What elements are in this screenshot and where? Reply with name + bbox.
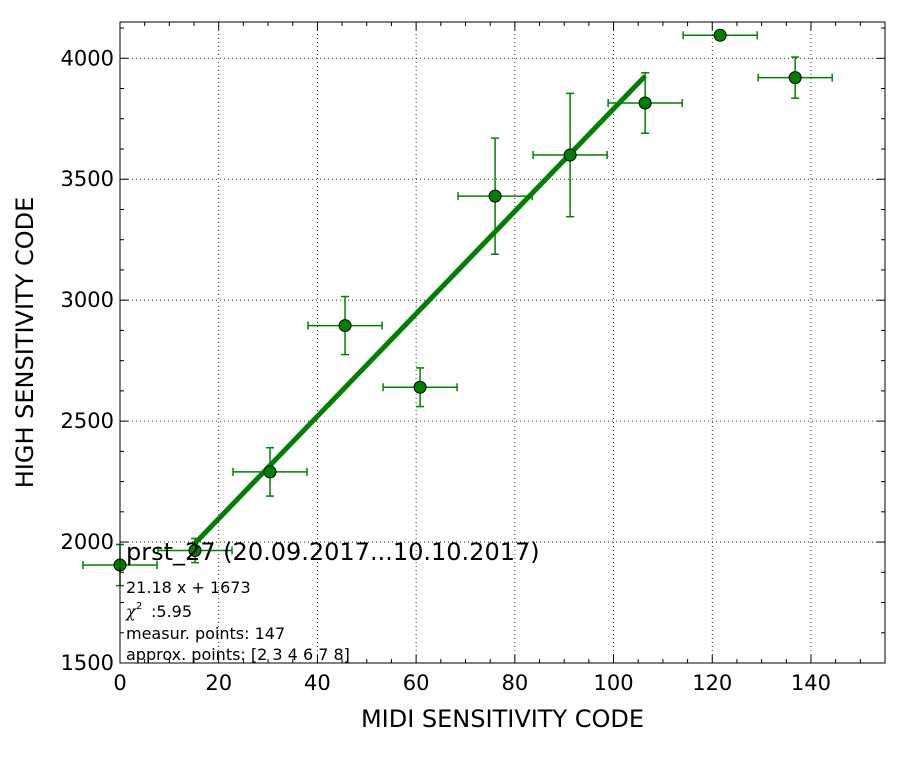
- y-tick-label: 4000: [61, 46, 114, 70]
- x-tick-label: 40: [304, 671, 331, 695]
- annotation-title: prst_27 (20.09.2017...10.10.2017): [126, 538, 540, 566]
- y-tick-label: 1500: [61, 651, 114, 675]
- x-tick-label: 140: [791, 671, 831, 695]
- data-point: [788, 71, 802, 85]
- y-tick-label: 3000: [61, 288, 114, 312]
- annotation-approx-points: approx. points: [2 3 4 6 7 8]: [126, 645, 350, 664]
- x-tick-label: 100: [594, 671, 634, 695]
- data-point: [263, 465, 277, 479]
- data-point: [713, 28, 727, 42]
- y-tick-label: 2500: [61, 409, 114, 433]
- y-tick-label: 2000: [61, 530, 114, 554]
- data-point: [338, 319, 352, 333]
- data-point: [488, 189, 502, 203]
- data-points: [113, 28, 802, 572]
- y-tick-label: 3500: [61, 167, 114, 191]
- x-tick-label: 80: [501, 671, 528, 695]
- data-point: [188, 544, 202, 558]
- tick-labels: 0 20 40 60 80 100 120 140 1500 2000 2500 3000 3500 40…: [61, 46, 831, 695]
- error-bars: [82, 31, 833, 587]
- annotation-measur-points: measur. points: 147: [126, 624, 285, 643]
- annotation-equation: 21.18 x + 1673: [126, 578, 251, 597]
- plot-frame: [119, 21, 886, 664]
- annotation-chi2-symbol: χ: [125, 602, 137, 621]
- fit-line-layer: [193, 74, 647, 546]
- data-point: [638, 96, 652, 110]
- x-tick-label: 0: [113, 671, 126, 695]
- grid: [119, 22, 885, 663]
- data-point: [563, 148, 577, 162]
- data-point: [413, 380, 427, 394]
- fit-line: [193, 74, 647, 546]
- x-tick-label: 60: [403, 671, 430, 695]
- annotation-chi2-exponent: 2: [136, 601, 142, 612]
- y-axis-label: HIGH SENSITIVITY CODE: [11, 197, 39, 489]
- x-tick-label: 120: [692, 671, 732, 695]
- x-axis-label: MIDI SENSITIVITY CODE: [361, 705, 644, 733]
- minor-ticks: [119, 22, 886, 664]
- annotation-chi2-value: :5.95: [151, 602, 192, 621]
- x-tick-label: 20: [205, 671, 232, 695]
